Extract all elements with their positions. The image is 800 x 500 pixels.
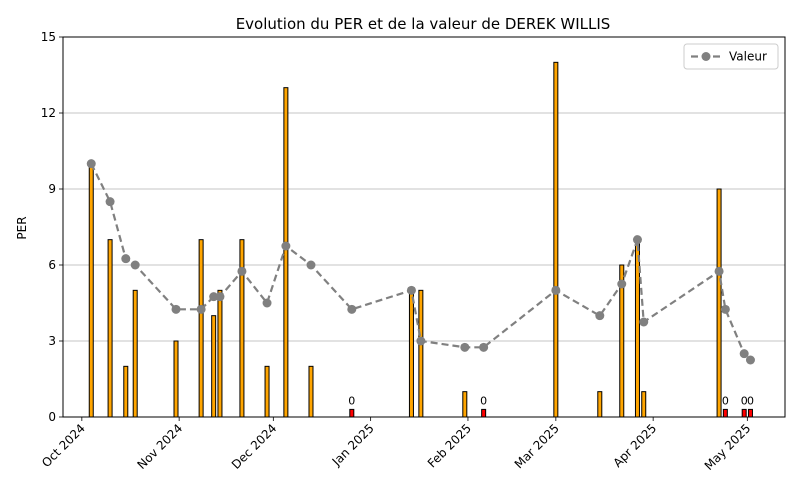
y-tick-label: 9	[48, 182, 56, 196]
y-tick-label: 0	[48, 410, 56, 424]
bar	[418, 289, 424, 418]
series-point	[105, 197, 115, 207]
series-point	[215, 292, 225, 302]
bar	[462, 391, 468, 418]
legend-box	[683, 43, 779, 70]
legend-label: Valeur	[729, 50, 767, 64]
series-point	[714, 266, 724, 276]
bar-data-label: 0	[480, 394, 487, 407]
bar	[597, 391, 603, 418]
series-point	[86, 159, 96, 169]
series-point	[639, 317, 649, 327]
bar	[88, 163, 94, 418]
bar	[217, 289, 223, 418]
grid-layer	[63, 112, 785, 342]
bar	[211, 315, 217, 418]
x-tick-label: Mar 2025	[512, 421, 562, 471]
y-tick-label: 15	[41, 30, 56, 44]
bar-zero	[481, 408, 487, 418]
bar	[408, 289, 414, 418]
bar	[123, 365, 129, 418]
y-axis-label: PER	[15, 216, 29, 239]
bar	[107, 239, 113, 418]
x-tick-label: Feb 2025	[425, 421, 474, 470]
series-point	[416, 336, 426, 346]
series-point	[617, 279, 627, 289]
bar-data-label: 0	[741, 394, 748, 407]
x-tick-label: Dec 2024	[229, 421, 280, 472]
y-tick-label: 6	[48, 258, 56, 272]
chart-title: Evolution du PER et de la valeur de DERE…	[236, 15, 611, 33]
y-tick-label: 12	[41, 106, 56, 120]
series-point	[130, 260, 140, 270]
bar	[264, 365, 270, 418]
bar	[308, 365, 314, 418]
bar-zero	[747, 408, 753, 418]
series-point	[171, 304, 181, 314]
series-point	[281, 241, 291, 251]
bar-zero	[741, 408, 747, 418]
bar	[553, 61, 559, 418]
series-point	[595, 311, 605, 321]
bar-zero	[349, 408, 355, 418]
series-point	[739, 349, 749, 359]
series-point	[262, 298, 272, 308]
series-point	[745, 355, 755, 365]
plot-frame	[62, 36, 786, 418]
series-point	[632, 235, 642, 245]
bar	[283, 87, 289, 418]
bar-data-label: 0	[747, 394, 754, 407]
series-point	[196, 304, 206, 314]
series-point	[237, 266, 247, 276]
series-point	[347, 304, 357, 314]
series-point	[209, 292, 219, 302]
bar-data-label: 0	[722, 394, 729, 407]
series-point	[406, 285, 416, 295]
bar	[716, 188, 722, 418]
x-tick-label: Oct 2024	[39, 421, 88, 470]
x-tick-label: May 2025	[702, 421, 754, 473]
legend: Valeur	[683, 43, 779, 70]
series-point	[479, 342, 489, 352]
line-layer	[86, 159, 755, 365]
series-point	[720, 304, 730, 314]
bar	[239, 239, 245, 418]
legend-marker	[701, 52, 711, 61]
series-point	[460, 342, 470, 352]
y-tick-label: 3	[48, 334, 56, 348]
x-tick-label: Apr 2025	[610, 421, 659, 470]
bar	[198, 239, 204, 418]
bar-data-label: 0	[348, 394, 355, 407]
series-point	[551, 285, 561, 295]
bar	[132, 289, 138, 418]
x-tick-label: Jan 2025	[329, 421, 377, 469]
series-point	[306, 260, 316, 270]
series-point	[121, 254, 131, 264]
bar	[641, 391, 647, 418]
bar	[173, 340, 179, 418]
x-tick-label: Nov 2024	[134, 421, 185, 472]
bar-zero	[722, 408, 728, 418]
